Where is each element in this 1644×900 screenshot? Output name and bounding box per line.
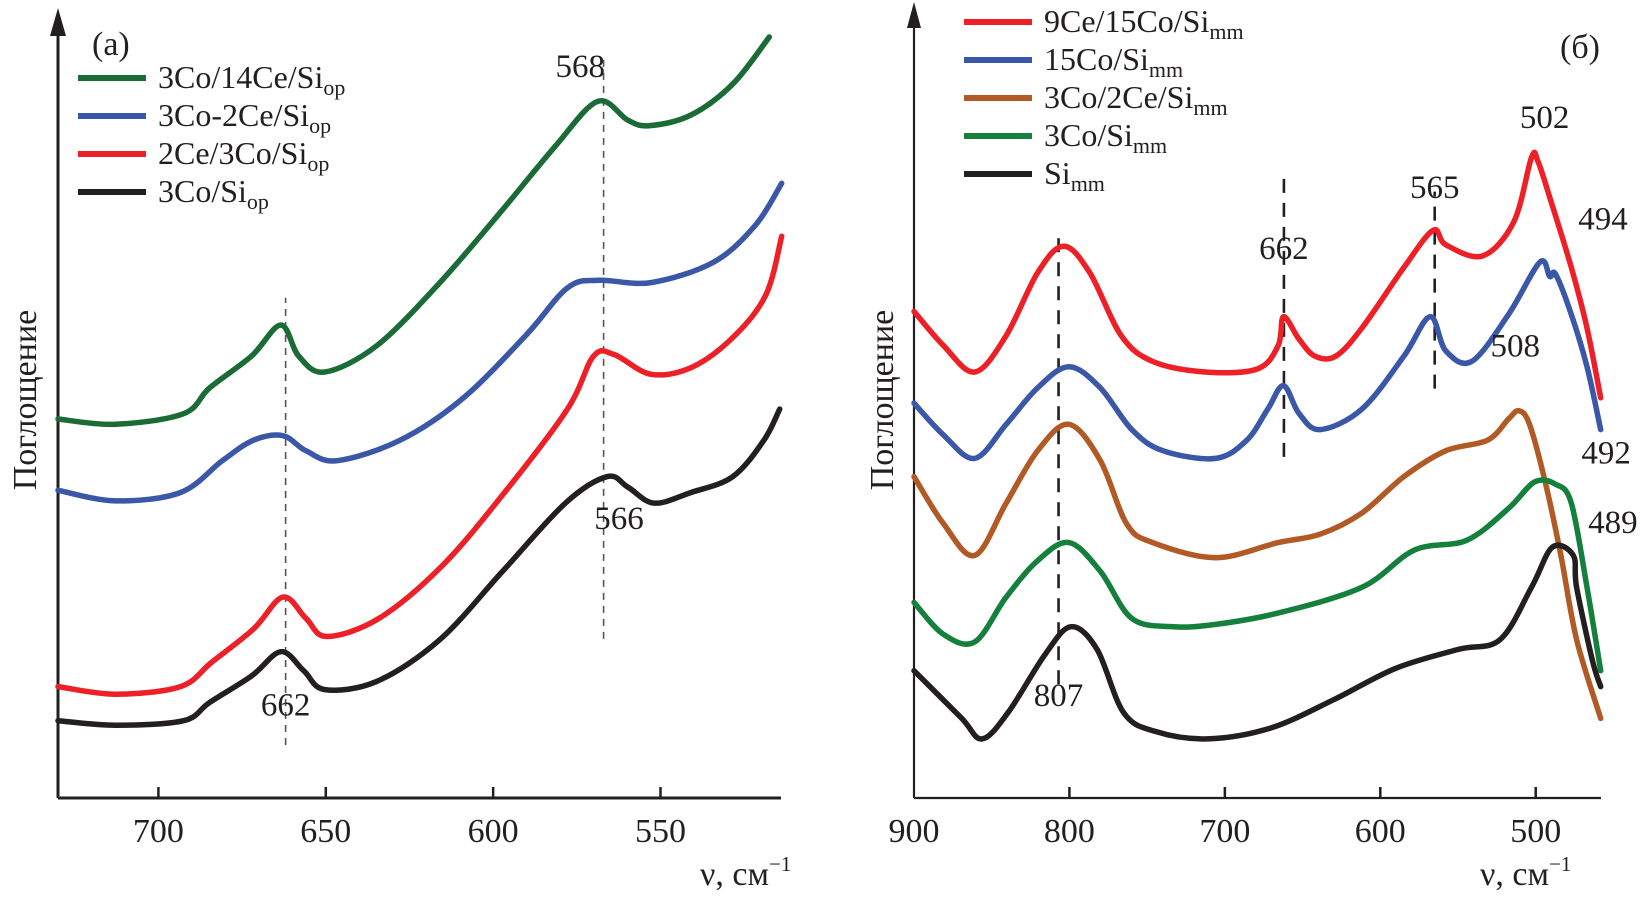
- panel-b-label: (б): [1560, 29, 1600, 66]
- panel-b-x-axis-label-sup: −1: [1549, 852, 1571, 876]
- legend-label: 3Co/Siop: [158, 173, 269, 214]
- x-tick-label: 800: [1044, 813, 1095, 850]
- peak-annotation: 662: [1259, 231, 1309, 267]
- legend-label: 3Co/14Ce/Siop: [158, 59, 345, 100]
- panel-b-y-axis-arrow-icon: [907, 2, 921, 28]
- series-line-3co-14ce-siop: [55, 34, 773, 428]
- legend-item: 3Co/14Ce/Siop: [78, 59, 345, 100]
- panel-a-y-axis-label: Поглощение: [7, 310, 44, 491]
- legend-label: 9Ce/15Co/Simm: [1044, 3, 1244, 44]
- peak-annotation: 492: [1581, 435, 1631, 471]
- legend-item: 9Ce/15Co/Simm: [964, 3, 1244, 44]
- legend-item: 2Ce/3Co/Siop: [78, 135, 329, 176]
- panel-a-guides: [284, 55, 605, 745]
- peak-annotation: 662: [261, 688, 311, 724]
- legend-label-subscript: mm: [1133, 133, 1167, 158]
- peak-annotation: 489: [1588, 505, 1638, 541]
- legend-label-main: 15Co/Si: [1044, 41, 1149, 77]
- legend-label-main: 9Ce/15Co/Si: [1044, 3, 1209, 39]
- legend-item: 15Co/Simm: [964, 41, 1183, 82]
- legend-label-subscript: mm: [1071, 171, 1105, 196]
- panel-b-x-ticks: 900 800 700 600 500: [889, 787, 1561, 850]
- peak-annotation: 565: [1410, 170, 1460, 206]
- legend-item: 3Co-2Ce/Siop: [78, 97, 331, 138]
- legend-label-main: 3Co/2Ce/Si: [1044, 79, 1193, 115]
- legend-label: 3Co/Simm: [1044, 117, 1167, 158]
- legend-label-subscript: op: [323, 75, 345, 100]
- legend-label-main: Si: [1044, 155, 1071, 191]
- peak-annotation: 807: [1034, 678, 1084, 714]
- panel-b: 900 800 700 600 500 (б) Поглощение ν, см−1 9…: [864, 2, 1638, 893]
- legend-label-main: 3Co/Si: [158, 173, 247, 209]
- x-tick-label: 700: [133, 813, 184, 850]
- panel-a-y-axis-arrow-icon: [50, 8, 66, 36]
- legend-item: Simm: [964, 155, 1105, 196]
- panel-a-label: (a): [92, 26, 130, 63]
- x-tick-label: 650: [300, 813, 351, 850]
- legend-label-subscript: mm: [1149, 57, 1183, 82]
- panel-b-y-axis-label: Поглощение: [864, 310, 901, 491]
- peak-annotation: 508: [1491, 328, 1541, 364]
- series-line-3co-2ce-siop: [55, 180, 785, 504]
- panel-a-x-axis-label: ν, см−1: [700, 852, 791, 893]
- legend-label-subscript: op: [307, 151, 329, 176]
- legend-label-main: 3Co-2Ce/Si: [158, 97, 309, 133]
- legend-label: Simm: [1044, 155, 1105, 196]
- legend-item: 3Co/Simm: [964, 117, 1167, 158]
- panel-a-x-axis-label-sup: −1: [769, 852, 791, 876]
- panel-a-legend: 3Co/14Ce/Siop3Co-2Ce/Siop2Ce/3Co/Siop3Co…: [78, 59, 345, 214]
- peak-annotation: 502: [1520, 100, 1570, 136]
- series-line-3co-2ce-simm: [911, 407, 1604, 722]
- x-tick-label: 600: [468, 813, 519, 850]
- legend-label: 3Co/2Ce/Simm: [1044, 79, 1228, 120]
- legend-label-main: 2Ce/3Co/Si: [158, 135, 307, 171]
- x-tick-label: 500: [1510, 813, 1561, 850]
- legend-label-subscript: mm: [1193, 95, 1227, 120]
- legend-label-main: 3Co/14Ce/Si: [158, 59, 323, 95]
- series-line-9ce-15co-simm: [911, 149, 1604, 401]
- legend-label-subscript: op: [247, 189, 269, 214]
- legend-item: 3Co/2Ce/Simm: [964, 79, 1228, 120]
- peak-annotation: 494: [1578, 202, 1628, 238]
- panel-b-x-axis-label-text: ν, см: [1480, 856, 1549, 893]
- panel-b-x-axis-label: ν, см−1: [1480, 852, 1571, 893]
- panel-b-annotations: 807 662 565 502 494 508 492 489: [1034, 100, 1638, 714]
- panel-b-guides: [1057, 176, 1436, 685]
- x-tick-label: 600: [1355, 813, 1406, 850]
- panel-a-annotations: 568 566 662: [261, 49, 644, 724]
- legend-label: 15Co/Simm: [1044, 41, 1183, 82]
- x-tick-label: 700: [1199, 813, 1250, 850]
- panel-b-legend: 9Ce/15Co/Simm15Co/Simm3Co/2Ce/Simm3Co/Si…: [964, 3, 1244, 196]
- legend-label-subscript: mm: [1209, 19, 1243, 44]
- panel-a-series: [55, 34, 785, 728]
- series-line-15co-simm: [911, 258, 1604, 462]
- panel-a-x-ticks: 700 650 600 550: [133, 787, 686, 850]
- series-line-simm: [911, 542, 1604, 742]
- series-line-3co-siop: [55, 406, 783, 728]
- peak-annotation: 568: [556, 49, 606, 85]
- legend-label: 2Ce/3Co/Siop: [158, 135, 329, 176]
- panel-a-x-axis-label-text: ν, см: [700, 856, 769, 893]
- series-line-2ce-3co-siop: [55, 233, 785, 697]
- panel-b-axes: [907, 2, 1601, 800]
- panel-a: 700 650 600 550 (a) Поглощение ν, см−1 3Co/…: [7, 8, 791, 893]
- x-tick-label: 550: [635, 813, 686, 850]
- peak-annotation: 566: [594, 501, 644, 537]
- legend-item: 3Co/Siop: [78, 173, 269, 214]
- panel-b-series: [911, 149, 1604, 742]
- legend-label-subscript: op: [309, 113, 331, 138]
- legend-label-main: 3Co/Si: [1044, 117, 1133, 153]
- series-line-3co-simm: [911, 477, 1604, 674]
- x-tick-label: 900: [889, 813, 940, 850]
- legend-label: 3Co-2Ce/Siop: [158, 97, 331, 138]
